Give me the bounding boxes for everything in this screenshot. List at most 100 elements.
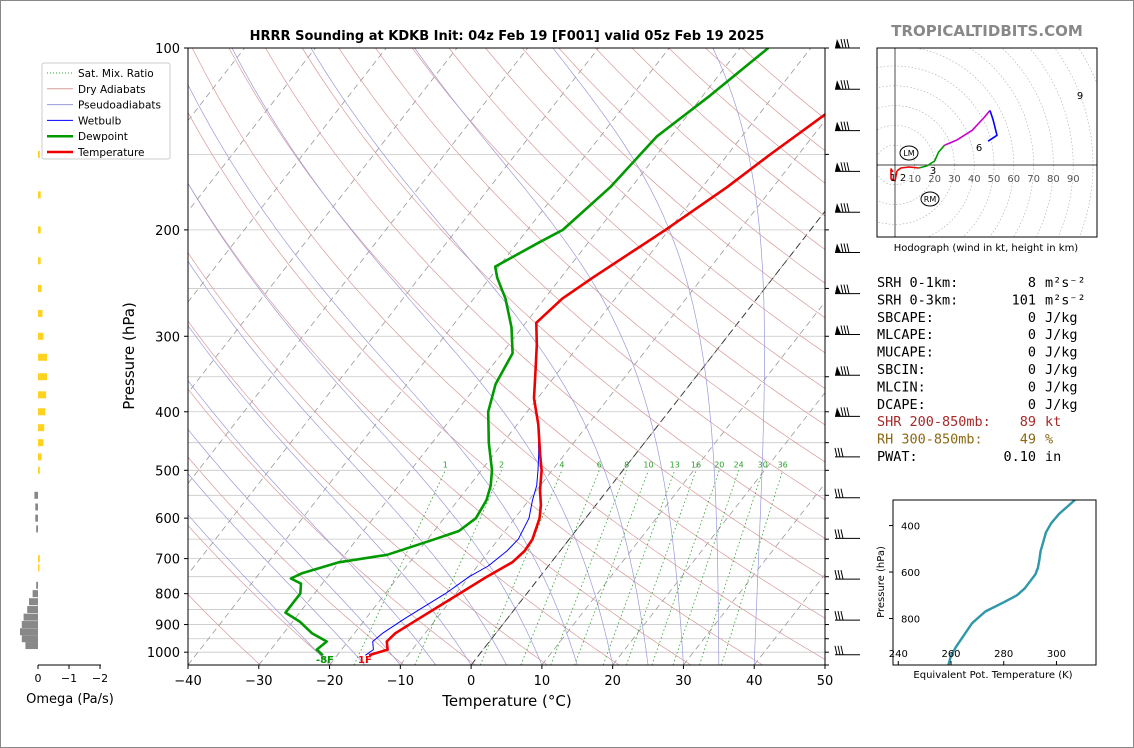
- legend-label: Dry Adiabats: [78, 84, 146, 96]
- wind-barb: [835, 325, 860, 336]
- omega-bar: [38, 424, 45, 432]
- skewt-ylabel: Pressure (hPa): [120, 302, 138, 410]
- wind-barb-tick: [837, 645, 841, 655]
- isotherm: [188, 48, 670, 665]
- y-tick-label: 800: [155, 588, 180, 603]
- param-value: 101: [1012, 292, 1036, 308]
- pseudoadiabat: [552, 48, 720, 665]
- hodograph-height-label: 6: [976, 143, 982, 154]
- y-tick-label: 400: [155, 406, 180, 421]
- pseudoadiabat: [188, 260, 507, 665]
- wind-barb-tick: [846, 366, 850, 376]
- wind-barb: [835, 366, 860, 376]
- skewt-plot-frame: [187, 47, 826, 666]
- theta-e-x-tick-label: 260: [941, 649, 960, 660]
- param-label: SBCAPE:: [877, 310, 934, 326]
- chart-title: HRRR Sounding at KDKB Init: 04z Feb 19 […: [250, 29, 765, 44]
- wind-barb: [835, 407, 860, 417]
- hodograph-ring: [519, 0, 1134, 541]
- y-tick-label: 500: [155, 464, 180, 479]
- omega-bar: [38, 466, 40, 474]
- y-tick-label: 900: [155, 619, 180, 634]
- wind-barb-flag: [835, 325, 841, 335]
- mixing-ratio-label: 4: [559, 460, 564, 469]
- wind-barb-tick: [840, 121, 844, 131]
- param-unit: in: [1045, 449, 1061, 465]
- x-tick-label: −40: [174, 674, 201, 689]
- mixing-ratio-label: 24: [734, 460, 744, 469]
- wind-barb-flag: [835, 284, 841, 294]
- param-value: 0: [1028, 345, 1036, 361]
- dry-adiabat: [188, 320, 548, 665]
- pseudoadiabat: [188, 428, 401, 665]
- hodograph-ring-label: 60: [1007, 174, 1020, 185]
- storm-motion-label: LM: [903, 149, 914, 158]
- omega-bar: [27, 606, 38, 614]
- wind-barb: [835, 121, 860, 132]
- mixing-ratio-line: [520, 470, 600, 665]
- omega-bar: [23, 613, 38, 621]
- omega-bar: [20, 628, 38, 636]
- wind-barb: [834, 488, 860, 499]
- param-label: MLCAPE:: [877, 327, 934, 343]
- isotherm: [188, 48, 316, 212]
- mixing-ratio-label: 6: [597, 460, 602, 469]
- dry-adiabat: [485, 48, 825, 354]
- wind-barb-tick: [840, 203, 844, 213]
- theta-e-x-tick-label: 280: [994, 649, 1013, 660]
- pseudoadiabat: [414, 48, 684, 665]
- param-label: SBCIN:: [877, 362, 926, 378]
- omega-bar: [38, 226, 41, 234]
- mixing-ratio-line: [353, 470, 446, 665]
- hodograph-caption: Hodograph (wind in kt, height in km): [894, 243, 1079, 254]
- param-value: 89: [1020, 414, 1036, 430]
- omega-bar: [38, 453, 42, 461]
- skewt-axes: -8F 1F −40 −30 −20 −10 0 10 20 30 40 50 100 200 300 400…: [147, 42, 833, 689]
- dry-adiabat: [188, 524, 333, 665]
- wind-barb-tick: [843, 80, 847, 90]
- wind-barb-flag: [835, 39, 841, 48]
- param-unit: J/kg: [1045, 327, 1078, 343]
- omega-bar: [38, 191, 41, 199]
- wind-barb: [835, 80, 860, 90]
- wind-barb: [835, 284, 860, 295]
- y-tick-label: 300: [155, 330, 180, 345]
- wind-barb-flag: [835, 366, 841, 376]
- storm-motion-label: RM: [924, 195, 937, 204]
- wind-barb-tick: [843, 38, 847, 49]
- param-unit: J/kg: [1045, 310, 1078, 326]
- hodograph-height-label: 9: [1077, 91, 1083, 102]
- hodograph-ring: [499, 0, 1134, 561]
- mixing-ratio-label: 2: [499, 460, 504, 469]
- param-value: 0.10: [1003, 449, 1036, 465]
- theta-e-line: [947, 500, 1076, 665]
- legend-label: Sat. Mix. Ratio: [78, 68, 154, 80]
- omega-bar: [35, 514, 38, 522]
- param-unit: J/kg: [1045, 379, 1078, 395]
- param-label: MLCIN:: [877, 379, 926, 395]
- wind-barb-tick: [837, 447, 841, 457]
- wind-barb-tick: [834, 488, 838, 498]
- hodograph-height-label: 3: [930, 166, 936, 177]
- param-label: SRH 0-3km:: [877, 292, 958, 308]
- y-tick-label: 100: [155, 42, 180, 57]
- wind-barb-tick: [846, 407, 850, 417]
- isotherm: [612, 392, 825, 665]
- omega-bar: [35, 503, 38, 511]
- param-unit: m²s⁻²: [1045, 292, 1086, 308]
- mixing-ratio-line: [574, 470, 649, 665]
- hodograph-segment: [918, 144, 946, 169]
- omega-bar: [38, 309, 43, 317]
- wind-barb-tick: [846, 80, 850, 90]
- param-unit: J/kg: [1045, 345, 1078, 361]
- omega-bar: [38, 408, 46, 416]
- y-tick-label: 200: [155, 224, 180, 239]
- dry-adiabat: [521, 48, 825, 319]
- dry-adiabat: [188, 456, 405, 665]
- site-label: TROPICALTIDBITS.COM: [891, 22, 1083, 40]
- x-tick-label: 10: [534, 674, 551, 689]
- theta-e-axes: 240 260 280 300 400 600 800: [889, 522, 1066, 665]
- param-label: SHR 200-850mb:: [877, 414, 991, 430]
- legend-label: Pseudoadiabats: [78, 100, 161, 112]
- hodograph-segment: [987, 110, 998, 142]
